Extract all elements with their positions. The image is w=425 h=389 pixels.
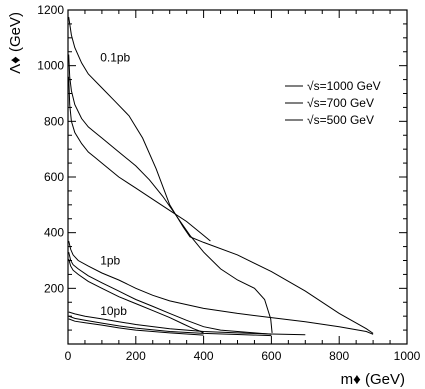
cross-section-label: 0.1pb <box>100 50 130 64</box>
series-line-6 <box>68 258 204 334</box>
x-tick-label: 1000 <box>394 349 421 363</box>
series-line-3 <box>68 76 211 242</box>
series-line-1 <box>68 16 374 334</box>
series-line-4 <box>68 240 374 335</box>
y-tick-label: 600 <box>44 170 64 184</box>
series-line-9 <box>68 318 204 336</box>
series-line-2 <box>68 54 273 333</box>
y-tick-label: 1200 <box>37 3 64 17</box>
y-axis-label: Λ♦ (GeV) <box>7 12 24 74</box>
y-tick-label: 800 <box>44 114 64 128</box>
x-tick-label: 0 <box>65 349 72 363</box>
legend: √s=1000 GeV √s=700 GeV √s=500 GeV <box>285 79 381 127</box>
legend-label: √s=700 GeV <box>307 96 374 110</box>
cross-section-label: 1pb <box>100 254 120 268</box>
series-line-8 <box>68 315 272 337</box>
x-tick-label: 800 <box>329 349 349 363</box>
x-tick-label: 600 <box>261 349 281 363</box>
x-tick-label: 200 <box>126 349 146 363</box>
legend-label: √s=1000 GeV <box>307 79 381 93</box>
cross-section-label: 10pb <box>100 304 127 318</box>
x-axis-label: m♦ (GeV) <box>341 371 405 388</box>
y-tick-label: 1000 <box>37 59 64 73</box>
x-tick-label: 400 <box>194 349 214 363</box>
series-line-5 <box>68 251 272 335</box>
series-line-7 <box>68 311 306 336</box>
legend-label: √s=500 GeV <box>307 113 374 127</box>
y-tick-label: 200 <box>44 281 64 295</box>
y-tick-label: 400 <box>44 226 64 240</box>
